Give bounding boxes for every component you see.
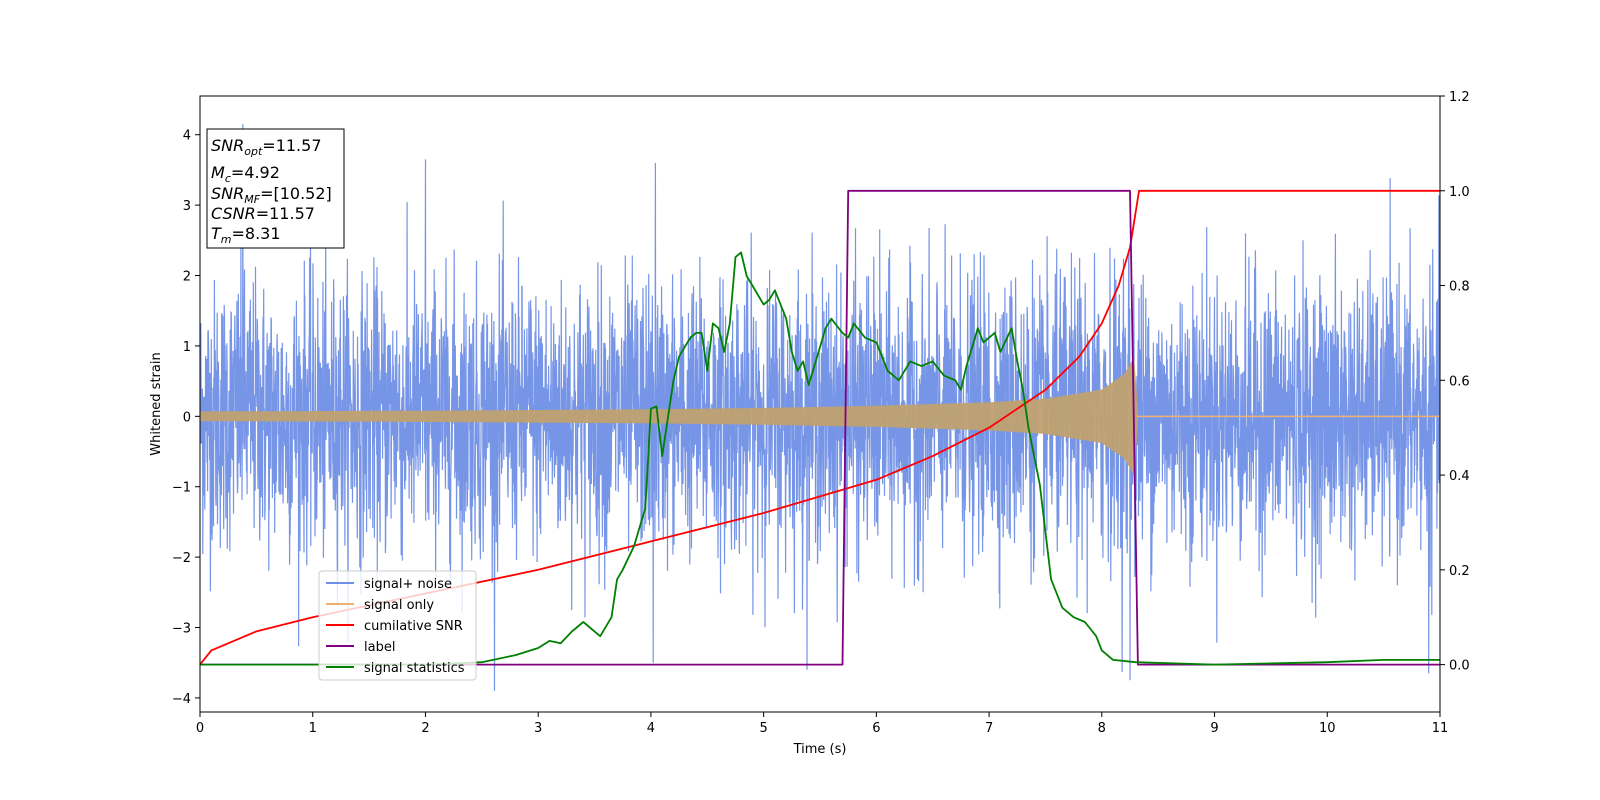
y2-tick-label: 0.6 bbox=[1449, 374, 1470, 389]
legend: signal+ noise signal only cumilative SNR… bbox=[318, 570, 477, 681]
annotation-mc: Mc=4.92 bbox=[211, 163, 280, 185]
series-cumulative-snr bbox=[200, 189, 1440, 666]
svg-text:signal statistics: signal statistics bbox=[364, 661, 465, 676]
x-tick-label: 9 bbox=[1210, 721, 1218, 736]
y-tick-label: −2 bbox=[172, 551, 191, 566]
annotation-snr-mf: SNRMF=[10.52] bbox=[211, 184, 332, 206]
x-tick-label: 7 bbox=[985, 721, 993, 736]
y-tick-label: −3 bbox=[172, 622, 191, 637]
x-tick-label: 5 bbox=[759, 721, 767, 736]
y-axis-left: −4 −3 −2 −1 0 1 2 3 4 bbox=[172, 129, 200, 707]
svg-text:cumilative SNR: cumilative SNR bbox=[364, 619, 463, 634]
x-tick-label: 1 bbox=[309, 721, 317, 736]
y-tick-label: −1 bbox=[172, 481, 191, 496]
svg-text:label: label bbox=[364, 640, 395, 655]
x-tick-label: 2 bbox=[421, 721, 429, 736]
x-tick-label: 8 bbox=[1098, 721, 1106, 736]
x-tick-label: 4 bbox=[647, 721, 655, 736]
y2-tick-label: 1.2 bbox=[1449, 90, 1470, 105]
y-tick-label: 3 bbox=[183, 199, 191, 214]
legend-item-cumulative-snr: cumilative SNR bbox=[326, 619, 463, 634]
svg-text:signal only: signal only bbox=[364, 598, 434, 613]
annotation-csnr: CSNR=11.57 bbox=[211, 204, 315, 223]
y-axis-label: Whitened strain bbox=[149, 352, 164, 455]
legend-item-label: label bbox=[326, 640, 395, 655]
annotation-tm: Tm=8.31 bbox=[211, 224, 281, 246]
legend-item-signal-statistics: signal statistics bbox=[326, 661, 465, 676]
x-tick-label: 3 bbox=[534, 721, 542, 736]
legend-item-signal-noise: signal+ noise bbox=[326, 577, 452, 592]
annotation-box: SNRopt=11.57 Mc=4.92 SNRMF=[10.52] CSNR=… bbox=[206, 128, 345, 249]
svg-text:signal+ noise: signal+ noise bbox=[364, 577, 452, 592]
x-tick-label: 11 bbox=[1432, 721, 1449, 736]
y-tick-label: −4 bbox=[172, 692, 191, 707]
y2-tick-label: 1.0 bbox=[1449, 185, 1470, 200]
plot-frame bbox=[199, 95, 1441, 713]
y2-tick-label: 0.2 bbox=[1449, 564, 1470, 579]
x-axis: 0 1 2 3 4 5 6 7 8 9 10 11 bbox=[196, 712, 1448, 736]
y-axis-right: 0.0 0.2 0.4 0.6 0.8 1.0 1.2 bbox=[1440, 90, 1470, 674]
legend-item-signal-only: signal only bbox=[326, 598, 434, 613]
y2-tick-label: 0.4 bbox=[1449, 469, 1470, 484]
x-tick-label: 10 bbox=[1319, 721, 1336, 736]
x-axis-label: Time (s) bbox=[793, 742, 847, 757]
y-tick-label: 0 bbox=[183, 410, 191, 425]
series-signal-statistics bbox=[200, 251, 1440, 666]
series-signal-only bbox=[200, 357, 1440, 476]
y-tick-label: 2 bbox=[183, 270, 191, 285]
y-tick-label: 4 bbox=[183, 129, 191, 144]
annotation-snr-opt: SNRopt=11.57 bbox=[211, 136, 322, 158]
y2-tick-label: 0.8 bbox=[1449, 280, 1470, 295]
x-tick-label: 6 bbox=[872, 721, 880, 736]
y2-tick-label: 0.0 bbox=[1449, 659, 1470, 674]
y-tick-label: 1 bbox=[183, 340, 191, 355]
x-tick-label: 0 bbox=[196, 721, 204, 736]
series-signal-noise bbox=[200, 124, 1440, 691]
series-layer bbox=[200, 124, 1440, 691]
